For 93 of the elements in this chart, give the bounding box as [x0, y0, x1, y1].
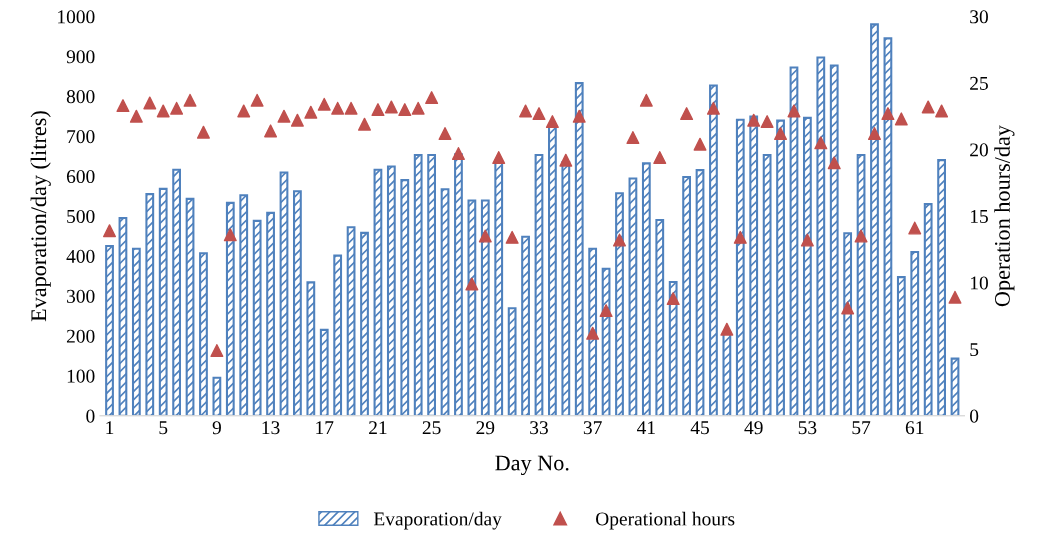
- bar: [346, 226, 356, 416]
- bar: [588, 247, 598, 416]
- x-tick-label: 21: [369, 421, 387, 435]
- bar: [709, 84, 718, 416]
- y2-tick-label: 5: [970, 343, 979, 357]
- bar: [923, 203, 933, 416]
- bar: [870, 23, 879, 416]
- x-tick-label: 37: [583, 421, 602, 435]
- legend-label: Operational hours: [596, 511, 735, 530]
- bar: [413, 153, 423, 416]
- bar: [131, 247, 141, 416]
- bar: [172, 168, 182, 416]
- y-tick-label: 700: [67, 130, 95, 144]
- bar: [279, 171, 289, 416]
- bar: [668, 280, 678, 416]
- bar: [400, 179, 410, 416]
- x-tick-label: 5: [159, 421, 168, 435]
- y-tick-label: 0: [86, 409, 95, 423]
- bar: [199, 252, 208, 416]
- x-tick-label: 29: [476, 421, 495, 435]
- bar: [641, 162, 651, 416]
- bar: [427, 153, 437, 416]
- bar: [950, 357, 960, 416]
- y-tick-label: 400: [66, 249, 95, 263]
- bar: [615, 192, 624, 416]
- y2-tick-label: 10: [970, 276, 988, 290]
- x-tick-label: 33: [530, 421, 548, 435]
- bar: [937, 159, 946, 416]
- bar: [266, 211, 275, 416]
- bar: [749, 115, 759, 416]
- bar: [467, 199, 477, 416]
- y-tick-label: 100: [67, 369, 95, 383]
- x-tick-label: 53: [798, 421, 817, 435]
- bar: [816, 56, 826, 416]
- bar: [480, 199, 490, 416]
- bar: [118, 217, 128, 416]
- y-tick-label: 1000: [58, 10, 95, 24]
- bar: [735, 118, 745, 416]
- bar: [695, 169, 705, 416]
- bar: [682, 175, 691, 416]
- y-tick-label: 300: [67, 289, 95, 303]
- bar: [534, 153, 544, 416]
- x-tick-label: 49: [744, 421, 763, 435]
- y-tick-label: 800: [66, 90, 95, 104]
- bar: [239, 194, 249, 416]
- y2-tick-label: 15: [970, 209, 988, 223]
- bar: [521, 235, 530, 416]
- y-tick-label: 200: [66, 329, 95, 343]
- bar: [293, 190, 302, 416]
- bar: [386, 165, 396, 416]
- y2-tick-label: 30: [970, 10, 988, 24]
- bar: [762, 153, 772, 416]
- bar: [360, 231, 369, 416]
- bar: [306, 281, 316, 416]
- x-tick-label: 25: [422, 421, 441, 435]
- bar: [373, 168, 383, 416]
- bar: [896, 276, 906, 416]
- y2-tick-label: 0: [970, 409, 979, 423]
- y2-tick-label: 25: [970, 76, 988, 90]
- y-tick-label: 900: [66, 50, 95, 64]
- bar: [145, 193, 155, 416]
- bar: [655, 219, 665, 416]
- y2-axis-title: Operation hours/day: [994, 125, 1015, 307]
- x-axis-title: Day No.: [495, 455, 569, 476]
- x-tick-label: 13: [262, 421, 280, 435]
- x-tick-label: 57: [852, 421, 871, 435]
- bar: [185, 197, 195, 416]
- x-tick-label: 45: [690, 421, 709, 435]
- bar: [910, 250, 920, 416]
- bar: [829, 64, 839, 416]
- legend-label: Evaporation/day: [373, 511, 502, 530]
- y2-tick-label: 20: [970, 143, 988, 157]
- bar: [440, 188, 450, 416]
- bar: [158, 187, 168, 416]
- bar: [212, 376, 222, 416]
- bar: [333, 254, 343, 416]
- bar: [319, 328, 329, 416]
- x-tick-label: 17: [316, 421, 334, 435]
- bar: [507, 307, 517, 416]
- bar: [574, 82, 584, 416]
- y-axis-title: Evaporation/day (litres): [30, 111, 51, 322]
- bar: [252, 219, 262, 416]
- x-tick-label: 1: [106, 421, 114, 435]
- bar: [628, 177, 638, 416]
- bar: [225, 201, 235, 416]
- x-tick-label: 41: [637, 421, 655, 435]
- bar: [776, 119, 785, 416]
- bar: [843, 232, 853, 416]
- x-tick-label: 9: [212, 421, 221, 435]
- x-tick-label: 61: [905, 421, 924, 435]
- y-tick-label: 600: [66, 169, 95, 184]
- y-tick-label: 500: [67, 209, 95, 223]
- bar: [105, 244, 114, 416]
